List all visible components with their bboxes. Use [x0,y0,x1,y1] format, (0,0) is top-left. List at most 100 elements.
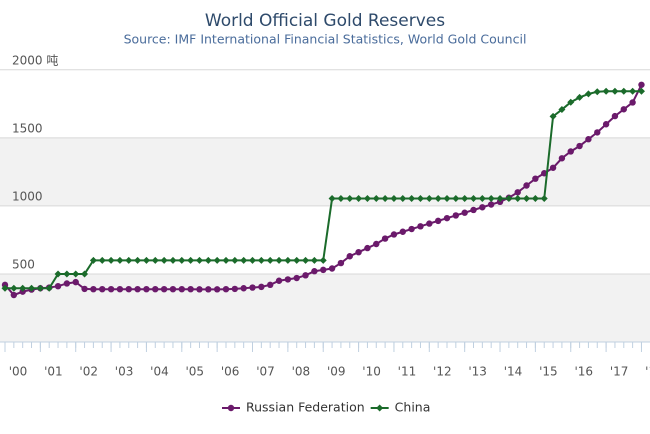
point [381,235,389,242]
point [222,285,230,293]
legend-label: China [395,400,431,415]
point [302,272,309,279]
point [425,195,433,203]
point [594,129,601,136]
point [593,88,601,96]
point [142,256,150,264]
point [523,182,530,189]
x-tick-label: '07 [256,365,275,379]
point [81,270,89,278]
point [1,284,9,292]
point [72,270,80,278]
point [372,195,380,203]
point [310,256,318,264]
point [195,256,203,264]
point [602,121,610,128]
point [558,155,566,162]
point [54,283,62,290]
point [381,195,389,203]
point [257,256,265,264]
point [363,195,371,203]
x-tick-label: '03 [115,365,134,379]
point [222,256,230,264]
point [452,195,460,203]
point [478,195,486,203]
point [36,284,44,292]
point [178,256,186,264]
point [328,265,336,272]
point [337,195,345,203]
point [523,195,531,203]
point [452,212,460,219]
point [434,217,442,225]
point [160,256,168,264]
legend-marker [376,404,384,412]
point [443,214,451,222]
point [160,285,168,293]
point [151,256,159,264]
point [629,87,637,95]
x-tick-label: '00 [9,365,28,379]
y-tick-label: 500 [12,257,35,271]
point [496,195,504,203]
point [549,112,557,120]
point [532,175,539,182]
point [116,285,124,293]
point [152,285,159,293]
point [567,148,574,155]
point [284,256,292,264]
point [284,276,292,283]
point [505,195,513,203]
point [266,281,274,289]
point [258,283,265,291]
point [399,195,407,203]
point [602,87,610,95]
point [98,256,106,264]
x-tick-label: '11 [398,365,417,379]
y-tick-label: 2000 吨 [12,53,58,67]
point [620,106,627,113]
point [399,228,406,235]
point [213,286,221,293]
y-tick-label: 1500 [12,121,43,135]
point [584,90,592,98]
plot-band [0,137,650,206]
point [390,195,398,203]
point [443,195,451,203]
point [585,136,592,143]
point [328,195,336,203]
x-tick-label: '02 [79,365,98,379]
point [204,256,212,264]
point [408,195,416,203]
point [293,274,300,282]
legend-marker [227,404,235,412]
legend-label: Russian Federation [246,400,365,415]
point [169,285,177,293]
point [45,284,53,292]
point [249,256,257,264]
x-tick-label: '18 [645,365,650,379]
point [116,256,124,264]
x-tick-label: '01 [44,365,63,379]
series [1,81,645,299]
point [107,256,115,264]
x-tick-label: '15 [539,365,558,379]
point [63,280,71,287]
point [514,189,521,196]
point [293,256,301,264]
point [355,248,362,256]
point [63,270,71,278]
point [470,195,478,203]
point [540,195,548,203]
x-tick-label: '13 [468,365,487,379]
x-tick-label: '16 [574,365,593,379]
x-tick-label: '09 [327,365,346,379]
point [355,195,363,203]
chart-subtitle: Source: IMF International Financial Stat… [124,32,527,47]
point [531,195,539,203]
point [81,285,88,293]
point [479,204,486,211]
series [1,87,645,292]
point [266,256,274,264]
